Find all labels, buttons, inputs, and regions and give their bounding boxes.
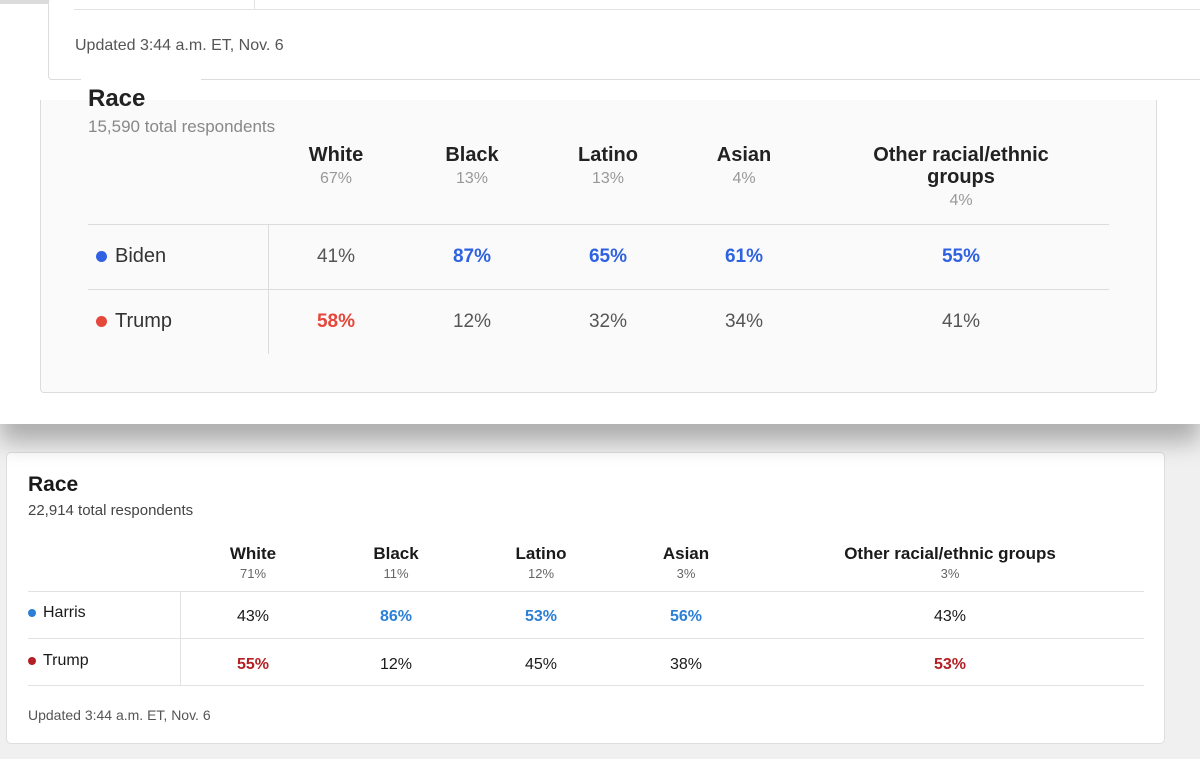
previous-card-divider: [74, 9, 1200, 10]
col-label: Other racial/ethnic groups: [873, 144, 1049, 188]
top-trump-asian: 34%: [724, 311, 764, 332]
candidate-name: Harris: [43, 604, 86, 621]
candidate-name: Biden: [115, 245, 167, 267]
top-biden-other: 55%: [941, 246, 981, 267]
col-label: Other racial/ethnic groups: [844, 544, 1056, 563]
bottom-trump-black: 12%: [379, 656, 413, 673]
top-header-divider: [88, 224, 1109, 225]
bottom-race-title: Race: [28, 473, 79, 496]
bottom-row-divider: [28, 638, 1144, 639]
candidate-name: Trump: [115, 310, 173, 332]
top-biden-latino: 65%: [588, 246, 628, 267]
top-biden-black: 87%: [452, 246, 492, 267]
trump-legend-dot-icon: [28, 657, 36, 665]
trump-legend-dot-icon: [96, 316, 107, 327]
candidate-name: Trump: [43, 652, 89, 669]
col-share: 13%: [455, 170, 489, 187]
top-trump-other: 41%: [941, 311, 981, 332]
top-biden-asian: 61%: [724, 246, 764, 267]
top-biden-white: 41%: [316, 246, 356, 267]
col-label: Latino: [515, 544, 567, 563]
top-col-black: Black 13%: [422, 144, 522, 188]
scroll-cut-mask: [81, 78, 201, 100]
bottom-trump-other: 53%: [933, 656, 967, 673]
top-row-biden-label: Biden: [96, 245, 166, 268]
bottom-updated-timestamp: Updated 3:44 a.m. ET, Nov. 6: [28, 707, 211, 723]
bottom-header-divider: [28, 591, 1144, 592]
col-share: 12%: [527, 566, 555, 581]
bottom-race-card: Race 22,914 total respondents White 71% …: [6, 452, 1165, 744]
bottom-harris-asian: 56%: [669, 608, 703, 625]
previous-card: Updated 3:44 a.m. ET, Nov. 6: [48, 0, 1200, 80]
top-row-divider: [88, 289, 1109, 290]
top-col-latino: Latino 13%: [558, 144, 658, 188]
col-share: 13%: [591, 170, 625, 187]
bottom-trump-asian: 38%: [669, 656, 703, 673]
bottom-harris-black: 86%: [379, 608, 413, 625]
bottom-row-harris-label: Harris: [28, 604, 86, 622]
col-label: Asian: [662, 544, 710, 563]
bottom-trump-white: 55%: [236, 656, 270, 673]
bottom-col-other: Other racial/ethnic groups 3%: [800, 544, 1100, 581]
bottom-col-black: Black 11%: [346, 544, 446, 581]
top-col-white: White 67%: [286, 144, 386, 188]
col-label: Asian: [716, 144, 772, 166]
col-share: 11%: [383, 566, 409, 581]
previous-card-column-divider: [254, 0, 255, 10]
top-trump-latino: 32%: [588, 311, 628, 332]
col-label: Latino: [578, 144, 638, 166]
col-share: 4%: [949, 192, 973, 209]
top-col-other: Other racial/ethnic groups 4%: [856, 144, 1066, 210]
col-label: Black: [373, 544, 419, 563]
bottom-respondents-count: 22,914 total respondents: [28, 502, 194, 519]
bottom-trump-latino: 45%: [524, 656, 558, 673]
top-respondents-count: 15,590 total respondents: [88, 117, 276, 136]
top-row-trump-label: Trump: [96, 310, 172, 333]
harris-legend-dot-icon: [28, 609, 36, 617]
bottom-table-end-divider: [28, 685, 1144, 686]
bottom-harris-latino: 53%: [524, 608, 558, 625]
top-race-card: Race 15,590 total respondents White 67% …: [40, 78, 1157, 393]
bottom-col-white: White 71%: [203, 544, 303, 581]
col-share: 3%: [940, 566, 960, 581]
col-share: 67%: [319, 170, 353, 187]
col-label: White: [229, 544, 277, 563]
bottom-col-asian: Asian 3%: [636, 544, 736, 581]
top-screenshot: Updated 3:44 a.m. ET, Nov. 6 Race 15,590…: [0, 0, 1200, 424]
bottom-row-trump-label: Trump: [28, 652, 89, 670]
top-label-column-divider: [268, 224, 269, 354]
top-updated-timestamp: Updated 3:44 a.m. ET, Nov. 6: [75, 37, 284, 54]
bottom-harris-other: 43%: [933, 608, 967, 625]
bottom-harris-white: 43%: [236, 608, 270, 625]
bottom-label-column-divider: [180, 591, 181, 685]
col-label: Black: [445, 144, 499, 166]
top-trump-black: 12%: [452, 311, 492, 332]
top-trump-white: 58%: [316, 311, 356, 332]
top-col-asian: Asian 4%: [694, 144, 794, 188]
bottom-col-latino: Latino 12%: [491, 544, 591, 581]
biden-legend-dot-icon: [96, 251, 107, 262]
top-race-title: Race: [88, 86, 146, 112]
col-label: White: [308, 144, 364, 166]
col-share: 4%: [732, 170, 756, 187]
col-share: 71%: [239, 566, 267, 581]
col-share: 3%: [676, 566, 696, 581]
